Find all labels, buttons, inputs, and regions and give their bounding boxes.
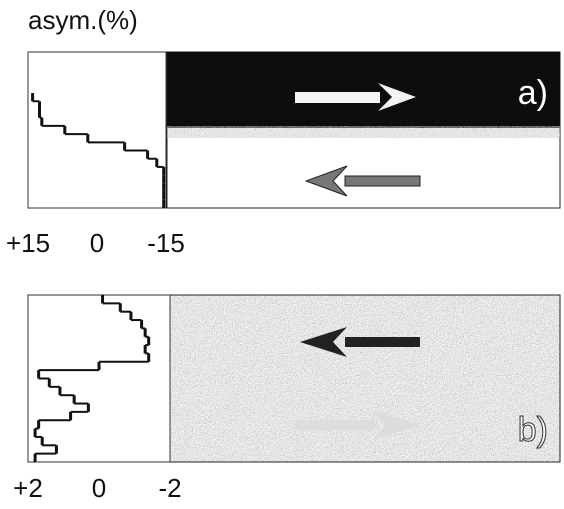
- domain-wall: [167, 126, 560, 138]
- x-tick-label: +15: [6, 228, 50, 258]
- plot-frame: [27, 294, 171, 463]
- arrow-left: [304, 165, 421, 197]
- plot-frame: [27, 51, 167, 209]
- x-tick-label: -2: [158, 473, 181, 503]
- domain-dark: [167, 52, 560, 128]
- arrow-left: [300, 327, 420, 357]
- image-b: [170, 295, 560, 462]
- axis-title: asym.(%): [28, 5, 138, 35]
- x-tick-label: 0: [90, 228, 104, 258]
- x-tick-label: 0: [92, 473, 106, 503]
- panel-label: a): [518, 74, 548, 112]
- arrow-right: [295, 83, 416, 111]
- panel-label: b): [518, 411, 548, 449]
- x-tick-label: -15: [147, 228, 185, 258]
- arrow-right: [295, 410, 420, 440]
- x-tick-label: +2: [13, 473, 43, 503]
